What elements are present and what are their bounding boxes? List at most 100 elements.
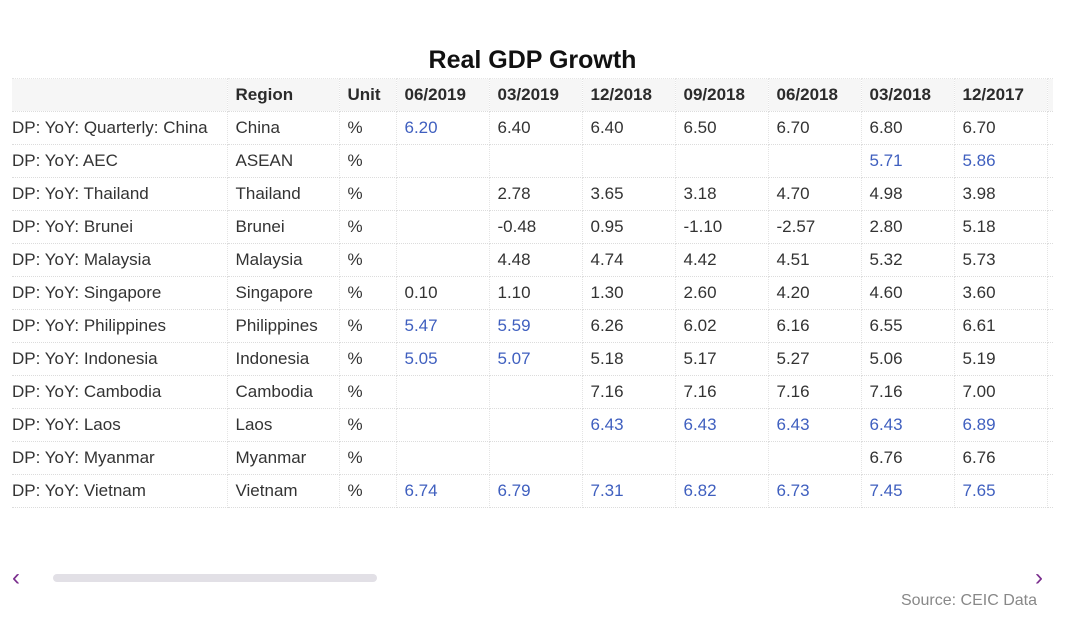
- value-cell-partial: [1047, 342, 1053, 376]
- series-name-cell[interactable]: DP: YoY: Brunei: [12, 210, 228, 244]
- value-cell: 6.43: [768, 408, 862, 442]
- value-cell: 5.06: [861, 342, 955, 376]
- value-cell-partial: [1047, 243, 1053, 277]
- region-cell: Laos: [227, 408, 340, 442]
- series-name-cell[interactable]: DP: YoY: Philippines: [12, 309, 228, 343]
- table-row: DP: YoY: Philippines Philippines% 5.47 5.59…: [12, 309, 1053, 343]
- value-cell: 1.10: [489, 276, 583, 310]
- series-name-cell[interactable]: DP: YoY: Laos: [12, 408, 228, 442]
- value-cell: 3.60: [954, 276, 1048, 310]
- unit-cell: %: [339, 309, 397, 343]
- value-cell: 6.16: [768, 309, 862, 343]
- value-cell: 6.55: [861, 309, 955, 343]
- table-row: DP: YoY: Singapore Singapore% 0.10 1.10 1.30…: [12, 276, 1053, 310]
- value-cell: 1.30: [582, 276, 676, 310]
- table-row: DP: YoY: Vietnam Vietnam% 6.74 6.79 7.31 6.82…: [12, 474, 1053, 508]
- value-cell: 6.26: [582, 309, 676, 343]
- value-cell-partial: [1047, 375, 1053, 409]
- value-cell-partial: [1047, 408, 1053, 442]
- value-cell: [675, 144, 769, 178]
- value-cell: 2.78: [489, 177, 583, 211]
- value-cell: 6.76: [861, 441, 955, 475]
- value-cell: [768, 441, 862, 475]
- unit-cell: %: [339, 276, 397, 310]
- value-cell: 5.17: [675, 342, 769, 376]
- column-header-partial: [1047, 78, 1053, 112]
- column-header: 03/2018: [861, 78, 955, 112]
- series-name-cell[interactable]: DP: YoY: Singapore: [12, 276, 228, 310]
- value-cell: [396, 375, 490, 409]
- value-cell: [489, 408, 583, 442]
- unit-cell: %: [339, 144, 397, 178]
- series-name-cell[interactable]: DP: YoY: Thailand: [12, 177, 228, 211]
- source-label: Source: CEIC Data: [900, 592, 1037, 609]
- region-cell: Myanmar: [227, 441, 340, 475]
- value-cell: [675, 441, 769, 475]
- value-cell: 7.16: [582, 375, 676, 409]
- value-cell-partial: [1047, 111, 1053, 145]
- unit-cell: %: [339, 111, 397, 145]
- value-cell: 5.59: [489, 309, 583, 343]
- region-cell: Thailand: [227, 177, 340, 211]
- data-table: Region Unit 06/2019 03/2019 12/2018 09/2018 06…: [12, 78, 1053, 508]
- unit-cell: %: [339, 342, 397, 376]
- value-cell: 6.89: [954, 408, 1048, 442]
- horizontal-scrollbar[interactable]: [53, 574, 377, 582]
- value-cell: 4.20: [768, 276, 862, 310]
- value-cell: 5.18: [582, 342, 676, 376]
- column-header: 06/2018: [768, 78, 862, 112]
- value-cell: 7.45: [861, 474, 955, 508]
- column-header: 06/2019: [396, 78, 490, 112]
- table-row: DP: YoY: AEC ASEAN% 5.71 5.86: [12, 144, 1053, 178]
- value-cell: 6.61: [954, 309, 1048, 343]
- value-cell: 7.16: [768, 375, 862, 409]
- series-name-cell[interactable]: DP: YoY: Quarterly: China: [12, 111, 228, 145]
- value-cell: 2.80: [861, 210, 955, 244]
- unit-cell: %: [339, 210, 397, 244]
- chevron-left-icon[interactable]: ‹: [12, 564, 20, 591]
- value-cell: [396, 243, 490, 277]
- value-cell: 6.79: [489, 474, 583, 508]
- table-viewport[interactable]: Region Unit 06/2019 03/2019 12/2018 09/2018 06…: [12, 78, 1053, 510]
- column-header: Unit: [339, 78, 397, 112]
- unit-cell: %: [339, 441, 397, 475]
- unit-cell: %: [339, 408, 397, 442]
- value-cell: [396, 177, 490, 211]
- value-cell: 5.86: [954, 144, 1048, 178]
- region-cell: Vietnam: [227, 474, 340, 508]
- value-cell: 6.73: [768, 474, 862, 508]
- value-cell: 6.82: [675, 474, 769, 508]
- chevron-right-icon[interactable]: ›: [1035, 564, 1043, 591]
- value-cell: [396, 441, 490, 475]
- value-cell-partial: [1047, 210, 1053, 244]
- region-cell: Indonesia: [227, 342, 340, 376]
- column-header: 12/2017: [954, 78, 1048, 112]
- value-cell: 7.16: [861, 375, 955, 409]
- table-row: DP: YoY: Indonesia Indonesia% 5.05 5.07 5.18…: [12, 342, 1053, 376]
- value-cell-partial: [1047, 474, 1053, 508]
- value-cell: [396, 210, 490, 244]
- value-cell: 4.48: [489, 243, 583, 277]
- value-cell: 4.70: [768, 177, 862, 211]
- unit-cell: %: [339, 375, 397, 409]
- series-name-cell[interactable]: DP: YoY: Malaysia: [12, 243, 228, 277]
- value-cell: 7.65: [954, 474, 1048, 508]
- series-name-cell[interactable]: DP: YoY: Myanmar: [12, 441, 228, 475]
- value-cell: 6.74: [396, 474, 490, 508]
- value-cell: 5.73: [954, 243, 1048, 277]
- value-cell: -1.10: [675, 210, 769, 244]
- value-cell: 0.95: [582, 210, 676, 244]
- value-cell: 6.43: [861, 408, 955, 442]
- series-name-cell[interactable]: DP: YoY: AEC: [12, 144, 228, 178]
- value-cell: 4.98: [861, 177, 955, 211]
- value-cell-partial: [1047, 309, 1053, 343]
- value-cell: 5.07: [489, 342, 583, 376]
- value-cell: 6.70: [768, 111, 862, 145]
- series-name-cell[interactable]: DP: YoY: Indonesia: [12, 342, 228, 376]
- region-cell: Malaysia: [227, 243, 340, 277]
- series-name-cell[interactable]: DP: YoY: Cambodia: [12, 375, 228, 409]
- column-header: Region: [227, 78, 340, 112]
- value-cell: 6.80: [861, 111, 955, 145]
- value-cell: 3.98: [954, 177, 1048, 211]
- series-name-cell[interactable]: DP: YoY: Vietnam: [12, 474, 228, 508]
